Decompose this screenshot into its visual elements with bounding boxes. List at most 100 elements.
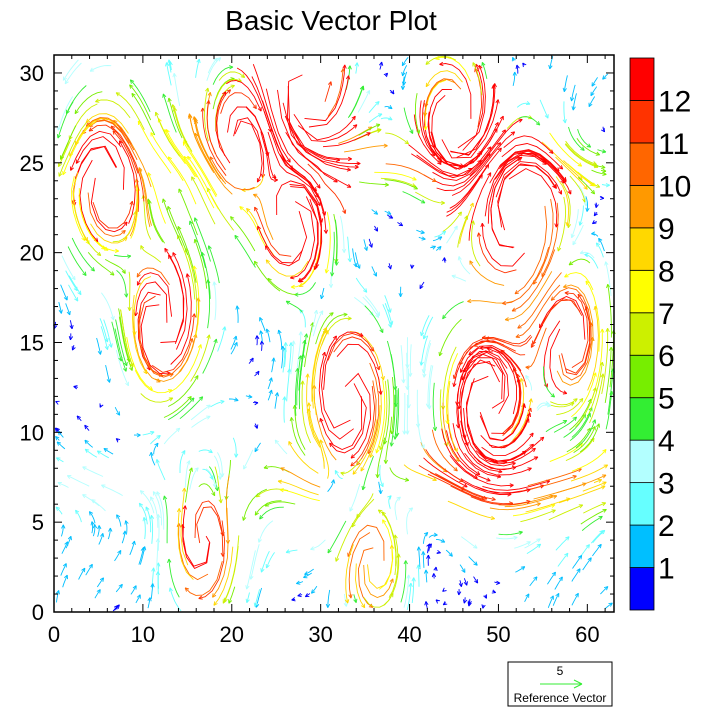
streamline — [344, 372, 371, 459]
streamline — [525, 327, 547, 368]
vector-arrowhead — [536, 502, 541, 507]
streamline — [190, 334, 210, 382]
vector-arrowhead — [503, 459, 508, 465]
streamline — [482, 334, 532, 345]
vector-arrowhead — [303, 574, 308, 579]
vector-arrowhead — [194, 467, 199, 472]
streamline — [579, 205, 584, 226]
streamline — [568, 258, 591, 266]
vector-arrowhead — [442, 257, 447, 262]
streamline — [285, 300, 303, 313]
streamline — [274, 439, 288, 455]
streamline — [222, 535, 240, 604]
vector-arrowhead — [187, 155, 192, 161]
vector-arrowhead — [536, 543, 542, 549]
streamline — [487, 154, 547, 224]
reference-vector-magnitude: 5 — [557, 664, 564, 678]
vector-arrowhead — [492, 83, 497, 88]
vector-arrowhead — [257, 225, 261, 231]
streamline — [446, 164, 490, 213]
vector-arrowhead — [597, 543, 602, 549]
vector-arrowhead — [513, 535, 518, 541]
vector-arrowhead — [65, 109, 70, 115]
streamline — [156, 538, 159, 571]
streamline — [215, 84, 235, 132]
streamline — [539, 99, 549, 119]
streamline — [290, 201, 316, 279]
vector-arrowhead — [297, 592, 302, 598]
vector-arrowhead — [378, 445, 384, 450]
vector-arrowhead — [533, 456, 539, 461]
vector-arrowhead — [396, 553, 401, 558]
streamline — [347, 236, 351, 262]
streamline — [579, 251, 595, 259]
vector-arrowhead — [586, 143, 592, 148]
vector-arrowhead — [62, 76, 67, 81]
streamline — [558, 322, 592, 381]
streamline — [382, 304, 392, 328]
streamline — [579, 423, 600, 453]
vector-arrowhead — [242, 516, 247, 521]
streamline — [396, 388, 400, 437]
streamline — [137, 120, 172, 174]
streamline — [422, 100, 443, 163]
streamline — [140, 393, 173, 403]
streamline — [115, 92, 145, 131]
vector-arrowhead — [149, 451, 154, 457]
vector-arrowhead — [535, 121, 541, 126]
streamline — [532, 298, 583, 345]
vector-arrowhead — [209, 475, 214, 480]
streamline — [435, 246, 442, 251]
vector-arrowhead — [595, 423, 600, 428]
streamline — [271, 129, 326, 216]
streamline — [422, 551, 425, 568]
vector-arrowhead — [343, 312, 348, 317]
vector-arrowhead — [445, 420, 450, 425]
streamline — [262, 100, 317, 192]
streamline — [308, 75, 350, 128]
vector-arrowhead — [212, 483, 217, 488]
vector-arrowhead — [216, 57, 222, 62]
vector-arrowhead — [409, 129, 414, 134]
streamline — [308, 402, 325, 467]
vector-arrowhead — [334, 261, 339, 266]
vector-arrowhead — [335, 557, 340, 562]
vector-arrowhead — [525, 375, 530, 380]
vector-arrowhead — [600, 373, 605, 378]
vector-arrowhead — [565, 536, 570, 541]
vector-arrowhead — [588, 322, 594, 327]
streamline — [481, 62, 488, 79]
streamline — [184, 467, 193, 503]
vector-arrowhead — [579, 397, 584, 403]
streamline — [541, 141, 583, 181]
vector-arrowhead — [82, 466, 87, 471]
streamline — [150, 452, 156, 466]
streamline — [590, 530, 604, 544]
vector-arrowhead — [363, 246, 368, 251]
streamline — [220, 92, 257, 114]
streamline — [190, 404, 211, 421]
streamline — [143, 338, 193, 377]
vector-arrowhead — [367, 449, 372, 455]
vector-arrowhead — [147, 199, 152, 205]
streamline — [119, 140, 136, 224]
streamline — [138, 167, 152, 226]
streamline — [385, 416, 393, 464]
streamline — [565, 140, 597, 165]
streamline — [167, 156, 197, 205]
streamline — [65, 536, 72, 549]
streamline — [563, 284, 594, 341]
streamline — [271, 357, 275, 373]
streamline — [130, 585, 137, 595]
streamline — [358, 124, 381, 136]
vector-arrowhead — [375, 473, 380, 479]
vector-arrowhead — [600, 127, 606, 133]
streamline — [351, 498, 375, 528]
vector-arrowhead — [124, 293, 129, 298]
vector-arrowhead — [181, 450, 186, 455]
vector-arrowhead — [295, 368, 300, 373]
streamline — [336, 343, 382, 395]
vector-arrowhead — [347, 156, 353, 162]
vector-arrowhead — [408, 507, 414, 512]
vector-arrowhead — [73, 286, 78, 292]
